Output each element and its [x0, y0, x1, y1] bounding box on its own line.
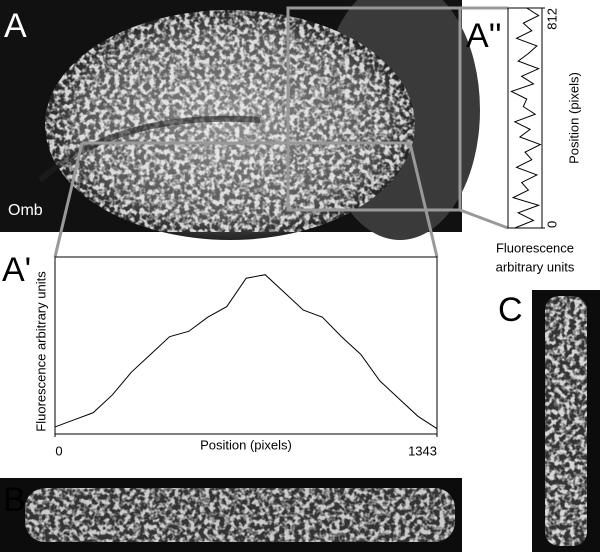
x-tick-label: 0: [55, 443, 62, 458]
plot-frame: [54, 256, 438, 435]
y-axis-label: Fluorescence arbitrary units: [33, 271, 48, 432]
panel-label: A'': [466, 17, 502, 55]
x-axis-label: arbitrary units: [496, 259, 575, 274]
y-tick-label: 0: [544, 221, 559, 228]
callout-lines: [53, 6, 509, 258]
x-axis-label: Fluorescence: [496, 240, 574, 255]
x-axis-label: Position (pixels): [200, 437, 292, 452]
panel-label: B: [3, 481, 26, 519]
profile-line: [54, 274, 438, 430]
image-a: [0, 0, 480, 240]
profile-line: [510, 7, 542, 229]
panel-label: C: [498, 291, 523, 329]
image-c: [532, 290, 600, 552]
x-tick-label: 1343: [408, 443, 437, 458]
panel-label: A: [4, 7, 27, 45]
stain-label: Omb: [8, 202, 43, 219]
plots: 0 1343 Position (pixels) Fluorescence arbit…: [33, 7, 581, 458]
y-tick-label: 812: [544, 8, 559, 30]
panel-label: A': [2, 251, 31, 289]
y-axis-label: Position (pixels): [566, 72, 581, 164]
image-b: [0, 478, 462, 552]
